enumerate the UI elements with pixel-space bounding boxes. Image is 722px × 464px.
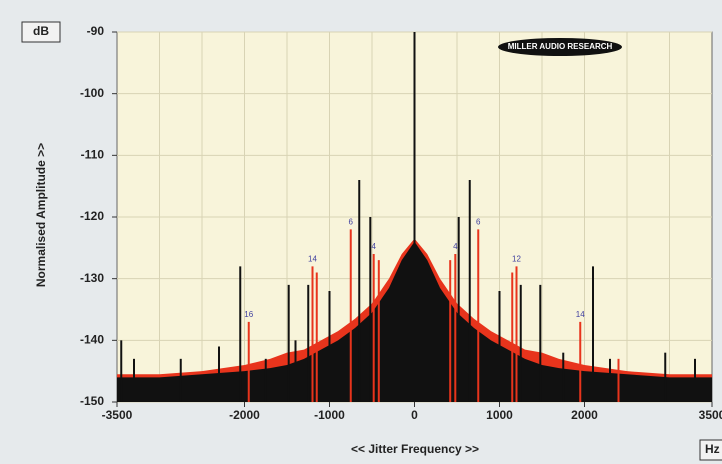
x-tick-label: -2000 (229, 408, 260, 422)
annotation: 16 (244, 310, 253, 319)
y-tick-label: -110 (81, 148, 105, 162)
x-tick-label: -3500 (102, 408, 133, 422)
y-axis-label: Normalised Amplitude >> (34, 143, 48, 287)
unit-box (699, 439, 722, 461)
y-tick-label: -120 (80, 209, 104, 223)
y-unit-label: dB (33, 24, 49, 38)
logo: MILLER AUDIO RESEARCH (508, 42, 613, 51)
x-tick-label: 1000 (486, 408, 513, 422)
marks: 16 14 6 4 4 6 12 14 (117, 32, 712, 402)
x-axis-label: << Jitter Frequency >> (351, 442, 479, 456)
annotation: 4 (453, 242, 458, 251)
y-tick-label: -150 (80, 394, 104, 408)
x-tick-label: 3500 (699, 408, 722, 422)
annotation: 14 (308, 254, 317, 263)
logo-badge (498, 38, 622, 56)
annotation: 12 (512, 254, 521, 263)
annotation: 6 (349, 217, 354, 226)
x-tick-label: -1000 (314, 408, 345, 422)
annotation: 14 (576, 310, 585, 319)
y-tick-label: -90 (87, 24, 105, 38)
annotation: 6 (476, 217, 481, 226)
y-tick-label: -100 (80, 86, 104, 100)
x-tick-label: 2000 (571, 408, 598, 422)
y-tick-label: -130 (80, 271, 104, 285)
annotation: 4 (371, 242, 376, 251)
x-tick-label: 0 (411, 408, 418, 422)
unit-box (21, 21, 61, 43)
y-tick-label: -140 (80, 333, 104, 347)
x-unit-label: Hz (705, 442, 720, 456)
